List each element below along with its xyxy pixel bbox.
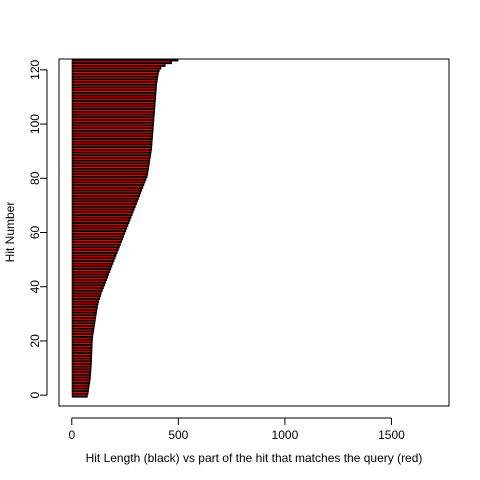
plot-layer	[71, 59, 179, 398]
x-axis: 0 500 1000 1500	[68, 417, 405, 442]
y-tick-label: 60	[28, 226, 42, 240]
y-tick-label: 20	[28, 334, 42, 348]
x-tick-label: 500	[168, 428, 188, 442]
x-tick-label: 0	[68, 428, 75, 442]
y-axis: 0 20 40 60 80 100 120	[28, 60, 48, 399]
y-tick-label: 120	[28, 60, 42, 80]
plot-frame	[58, 58, 450, 407]
y-tick-label: 40	[28, 280, 42, 294]
x-tick-label: 1000	[272, 428, 299, 442]
y-tick-label: 80	[28, 171, 42, 185]
y-axis-title: Hit Number	[3, 202, 17, 263]
hit-length-bar	[71, 59, 179, 62]
x-axis-title: Hit Length (black) vs part of the hit th…	[86, 451, 423, 465]
x-tick-label: 1500	[378, 428, 405, 442]
y-tick-label: 100	[28, 114, 42, 134]
y-tick-label: 0	[28, 392, 42, 399]
